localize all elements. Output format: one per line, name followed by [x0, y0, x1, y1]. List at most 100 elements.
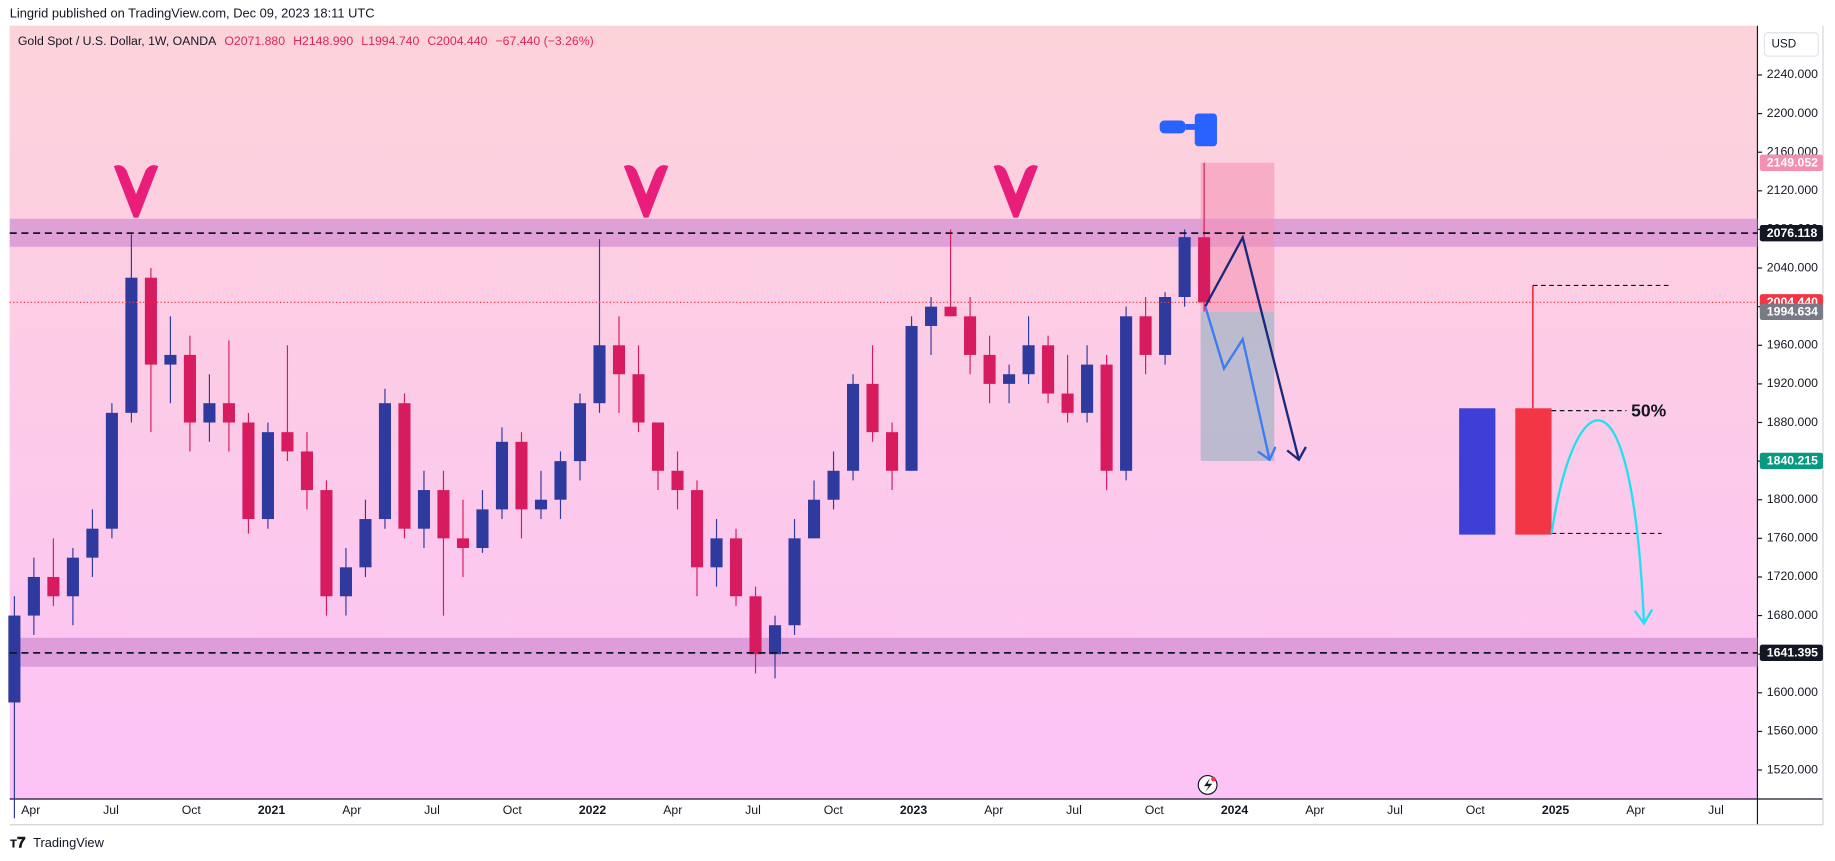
peak-marker	[623, 165, 669, 218]
y-tick-label: 1880.000	[1767, 415, 1818, 429]
candle-body	[203, 403, 216, 423]
range-block	[1515, 408, 1552, 535]
candle-body	[632, 374, 645, 423]
ohlc-value: L1994.740	[361, 34, 419, 48]
candle-body	[222, 403, 235, 423]
event-icon	[1211, 776, 1216, 782]
y-tick-label: 2240.000	[1767, 67, 1818, 81]
x-tick-label: 2022	[579, 803, 606, 817]
candle-body	[807, 499, 821, 539]
x-tick-label: Apr	[21, 803, 40, 817]
projection-curve	[1550, 419, 1646, 624]
candle-body	[86, 528, 99, 558]
x-tick-label: Oct	[503, 803, 523, 817]
ohlc-value: H2148.990	[293, 34, 353, 48]
candle-body	[1178, 237, 1191, 298]
x-tick-label: Apr	[1305, 803, 1324, 817]
candle-body	[164, 354, 177, 365]
candles	[8, 162, 1211, 819]
candle-body	[671, 470, 684, 491]
candle-body	[866, 383, 879, 433]
y-tick-label: 1560.000	[1767, 724, 1818, 738]
level-lines	[9, 232, 1758, 654]
candle-body	[1061, 393, 1074, 413]
candle-body	[925, 306, 938, 326]
chart-header: Gold Spot / U.S. Dollar, 1W, OANDA O2071…	[18, 34, 594, 48]
x-tick-label: Jul	[103, 803, 119, 817]
price-label-bg	[1759, 452, 1823, 470]
candle-body	[1159, 297, 1172, 355]
arrow-head	[1257, 446, 1277, 462]
candle-body	[593, 345, 606, 404]
candle-body	[788, 538, 801, 626]
x-tick-label: 2024	[1221, 803, 1248, 817]
candle-body	[964, 316, 977, 355]
candle-body	[378, 403, 392, 520]
brand-logo: ᴛ𝟕	[10, 834, 26, 851]
y-tick-label: 2040.000	[1767, 260, 1818, 274]
x-tick-label: Apr	[342, 803, 361, 817]
y-tick-label: 1600.000	[1767, 685, 1818, 699]
price-label-bg	[1759, 154, 1823, 171]
y-tick-label: 1760.000	[1767, 531, 1818, 545]
x-tick-label: Apr	[663, 803, 682, 817]
candle-body	[183, 354, 196, 423]
y-tick-label: 2120.000	[1767, 183, 1818, 197]
peak-marker	[993, 165, 1038, 218]
currency[interactable]: USD	[1771, 38, 1796, 51]
x-tick-label: 2025	[1542, 803, 1569, 817]
price-label: 1840.215	[1767, 454, 1818, 468]
candle-body	[1022, 345, 1035, 375]
price-axis	[1757, 25, 1823, 799]
x-tick-label: 2023	[900, 803, 927, 817]
candle-body	[495, 441, 509, 510]
candle-body	[8, 615, 21, 703]
x-tick-label: Oct	[1466, 803, 1486, 817]
candle-body	[242, 422, 255, 520]
stop-zone	[1200, 162, 1275, 312]
price-label-bg	[1759, 303, 1823, 321]
y-tick-label: 1920.000	[1767, 376, 1818, 390]
published-note: Lingrid published on TradingView.com, De…	[10, 5, 375, 20]
y-tick-label: 1680.000	[1767, 608, 1818, 622]
x-tick-label: Apr	[1626, 803, 1645, 817]
chart-title: Gold Spot / U.S. Dollar, 1W, OANDA	[18, 34, 217, 48]
candle-body	[417, 490, 431, 529]
annotation: 50%	[1631, 400, 1667, 420]
ohlc-value: C2004.440	[427, 34, 487, 48]
candle-body	[729, 538, 743, 597]
candle-body	[612, 345, 626, 375]
candle-body	[1100, 364, 1113, 471]
candle-body	[944, 306, 957, 317]
price-label: 1994.634	[1767, 305, 1818, 319]
price-label: 2149.052	[1767, 156, 1818, 170]
x-tick-label: Oct	[824, 803, 844, 817]
candle-body	[1120, 316, 1133, 471]
candle-body	[554, 461, 567, 500]
candle-body	[515, 441, 528, 510]
x-tick-label: Jul	[1066, 803, 1082, 817]
currency-button[interactable]	[1763, 32, 1819, 57]
price-label: 2076.118	[1767, 226, 1818, 240]
candle-body	[690, 490, 704, 568]
x-tick-label: Oct	[1145, 803, 1165, 817]
arrow-head	[1286, 446, 1307, 462]
event-icon	[1204, 777, 1213, 792]
candle-body	[749, 596, 762, 655]
x-tick-label: Oct	[182, 803, 202, 817]
target-zone	[1200, 311, 1275, 461]
candle-body	[300, 451, 313, 491]
y-tick-label: 1720.000	[1767, 569, 1818, 583]
candle-body	[105, 412, 118, 529]
x-tick-label: Jul	[424, 803, 440, 817]
candle-body	[125, 277, 138, 413]
candle-body	[320, 490, 333, 597]
y-tick-label: 1800.000	[1767, 492, 1818, 506]
candle-body	[281, 432, 294, 452]
candle-body	[710, 538, 723, 568]
x-tick-label: Apr	[984, 803, 1003, 817]
candle-body	[66, 557, 79, 597]
candle-body	[1003, 374, 1016, 384]
y-tick-label: 1520.000	[1767, 762, 1818, 776]
